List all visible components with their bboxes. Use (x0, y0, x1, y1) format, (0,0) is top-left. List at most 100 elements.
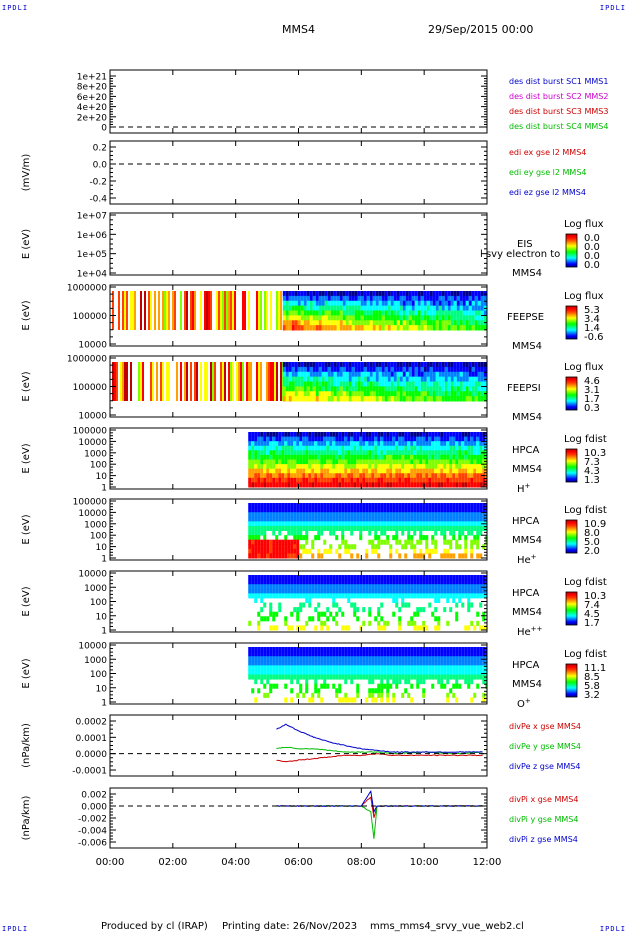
y-tick-label: 10000 (78, 412, 107, 422)
panel-divpi: 0.002 0.000 -0.002 -0.004 -0.006 (nPa/km) divP… (21, 787, 578, 849)
y-axis-label: E (eV) (21, 514, 32, 544)
series-line (276, 753, 483, 763)
y-tick-label: 100 (90, 670, 107, 680)
colorbar-tick-label: 3.4 (584, 314, 600, 325)
y-axis-label: E (eV) (21, 586, 32, 616)
colorbar-tick-label: 0.0 (584, 251, 600, 262)
y-tick-label: 10 (96, 472, 108, 482)
panel-frame (109, 212, 488, 276)
colorbar-title: Log fdist (564, 434, 607, 445)
y-axis-label: E (eV) (21, 229, 32, 259)
legend-entry: des dist burst SC2 MMS2 (509, 92, 608, 101)
colorbar (565, 305, 578, 340)
footer-produced-by: Produced by cl (IRAP) (101, 921, 208, 932)
y-tick-label: 0.0001 (76, 734, 108, 744)
colorbar-tick-label: 7.4 (584, 600, 600, 611)
y-tick-label: 0 (101, 124, 107, 134)
footer-script-name: mms_mms4_srvy_vue_web2.cl (370, 921, 524, 932)
y-tick-label: -0.2 (89, 178, 107, 188)
y-tick-label: 0.0 (93, 161, 108, 171)
colorbar-tick-label: 4.6 (584, 376, 600, 387)
y-tick-label: 1000 (84, 656, 107, 666)
colorbar-tick-label: 4.5 (584, 609, 600, 620)
legend-entry: divPi x gse MMS4 (509, 795, 578, 804)
y-tick-label: -0.0001 (72, 767, 107, 777)
corner-label-top-left: IPDLI (2, 4, 29, 12)
y-tick-label: 10000 (78, 509, 107, 519)
y-tick-label: 1000 (84, 449, 107, 459)
y-tick-label: 1000000 (67, 355, 107, 365)
colorbar-tick-label: 0.3 (584, 403, 600, 414)
y-tick-label: 1000 (84, 520, 107, 530)
y-tick-label: 1e+21 (77, 73, 107, 83)
y-tick-label: 100000 (73, 427, 108, 437)
panel-frame (109, 69, 488, 134)
y-tick-label: 1000000 (67, 284, 107, 294)
colorbar (565, 233, 578, 268)
y-axis-label: (mV/m) (21, 154, 32, 192)
colorbar-tick-label: 3.1 (584, 385, 600, 396)
colorbar-tick-label: 8.0 (584, 528, 600, 539)
panel-frame (109, 714, 488, 777)
colorbar-title: Log flux (564, 219, 604, 230)
colorbar-title: Log flux (564, 362, 604, 373)
spectrogram (248, 503, 487, 559)
legend-entry: des dist burst SC4 MMS4 (509, 122, 608, 131)
legend-entry: des dist burst SC3 MMS3 (509, 107, 608, 116)
colorbar-tick-label: 5.0 (584, 537, 600, 548)
spectrogram (248, 575, 487, 631)
panel-frame (109, 140, 488, 205)
y-tick-label: 100 (90, 532, 107, 542)
panel-hpca-o-: 10000 1000 100 10 1 E (eV) HPCA MMS4 O+ Log fdist… (21, 642, 607, 711)
panel-hpca-he-: 10000 1000 100 10 1 E (eV) HPCA MMS4 He++ Log fdi… (21, 570, 607, 639)
y-tick-label: 0.2 (93, 144, 107, 154)
y-tick-label: 100000 (73, 498, 108, 508)
y-tick-label: 1000 (84, 584, 107, 594)
legend-entry: divPe y gse MMS4 (509, 742, 581, 751)
instrument-spacecraft: MMS4 (512, 535, 542, 546)
colorbar-tick-label: 3.2 (584, 690, 600, 701)
legend-entry: edi ez gse l2 MMS4 (509, 188, 586, 197)
instrument-label: HPCA (512, 660, 540, 671)
instrument-overlay-text: l svy electron to (480, 249, 560, 260)
y-tick-label: 4e+20 (77, 103, 108, 113)
colorbar-title: Log fdist (564, 505, 607, 516)
colorbar-title: Log fdist (564, 649, 607, 660)
legend-entry: divPe z gse MMS4 (509, 762, 580, 771)
y-axis-label: (nPa/km) (21, 723, 32, 768)
y-tick-label: 1e+04 (77, 270, 108, 280)
y-tick-label: 1e+05 (77, 250, 107, 260)
colorbar-tick-label: 5.3 (584, 305, 600, 316)
x-tick-label: 02:00 (158, 857, 187, 868)
y-tick-label: 1 (101, 555, 107, 565)
colorbar-title: Log fdist (564, 577, 607, 588)
instrument-label: FEEPSE (507, 312, 544, 323)
y-tick-label: 100 (90, 598, 107, 608)
y-tick-label: 10000 (78, 570, 107, 580)
spectrogram (112, 291, 487, 331)
y-tick-label: 6e+20 (77, 93, 108, 103)
y-tick-label: 1e+06 (77, 231, 108, 241)
y-tick-label: 10 (96, 612, 108, 622)
legend-entry: divPe x gse MMS4 (509, 722, 581, 731)
spacecraft-title: MMS4 (282, 23, 315, 36)
instrument-spacecraft: MMS4 (512, 268, 542, 279)
series-line (276, 723, 483, 753)
y-tick-label: 1 (101, 484, 107, 494)
species-label: O+ (517, 697, 531, 710)
instrument-spacecraft: MMS4 (512, 679, 542, 690)
panel-feepse: 1000000 100000 10000 E (eV) FEEPSE MMS4 Log fl… (21, 284, 604, 353)
colorbar-title: Log flux (564, 291, 604, 302)
y-tick-label: 10 (96, 684, 108, 694)
colorbar-tick-label: 1.7 (584, 618, 600, 629)
colorbar-tick-label: 10.3 (584, 448, 606, 459)
spectrogram (248, 432, 487, 488)
series-line (276, 805, 483, 839)
y-tick-label: -0.006 (78, 839, 107, 849)
panel-frame (109, 787, 488, 849)
colorbar (565, 376, 578, 411)
